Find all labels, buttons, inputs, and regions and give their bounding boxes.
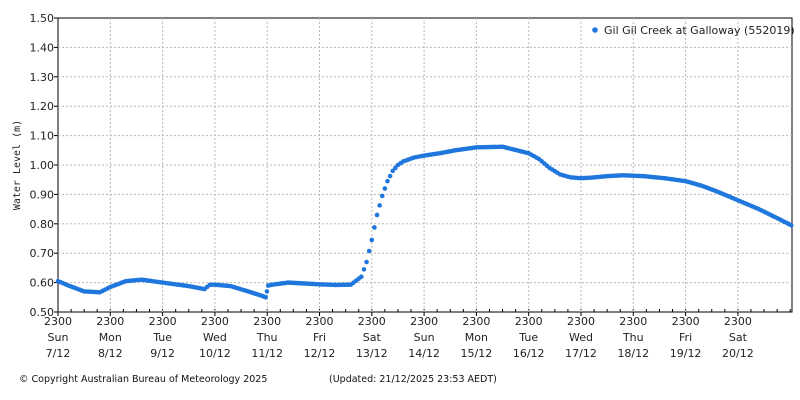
x-tick-label: 2300 (724, 315, 752, 328)
data-point (264, 289, 270, 294)
data-point (374, 212, 380, 218)
x-tick-label: 2300 (619, 315, 647, 328)
y-tick-label: 1.20 (30, 100, 55, 113)
y-tick-label: 0.70 (30, 247, 55, 260)
x-tick-label: Sat (363, 331, 382, 344)
plot-background (57, 17, 793, 313)
x-axis-ticks: 2300 Sun 7/12 2300 Mon 8/12 2300 Tue 9/12 2300 Wed… (44, 315, 754, 360)
updated-text: (Updated: 21/12/2025 23:53 AEDT) (329, 374, 497, 385)
data-point (390, 168, 396, 174)
y-tick-label: 1.10 (30, 130, 55, 143)
x-tick-label: Wed (569, 331, 593, 344)
x-tick-label: 13/12 (356, 347, 388, 360)
data-point (385, 178, 390, 184)
data-point (263, 295, 268, 300)
y-tick-label: 0.80 (30, 218, 55, 231)
y-tick-label: 1.40 (30, 41, 55, 54)
x-tick-label: 11/12 (251, 347, 283, 360)
x-tick-label: Sun (414, 331, 435, 344)
y-tick-label: 1.50 (30, 12, 55, 25)
grid-lines (54, 17, 792, 316)
x-tick-label: 2300 (306, 315, 334, 328)
data-point (788, 222, 794, 228)
data-point (377, 203, 382, 208)
x-tick-label: 15/12 (461, 347, 493, 360)
x-tick-label: 2300 (567, 315, 595, 328)
data-point (359, 274, 364, 280)
data-point (369, 237, 375, 243)
y-tick-label: 0.60 (30, 277, 55, 290)
x-tick-label: 2300 (672, 315, 700, 328)
y-tick-label: 1.00 (30, 159, 55, 172)
x-tick-label: 20/12 (722, 347, 754, 360)
data-point (364, 259, 369, 265)
x-tick-label: Mon (465, 331, 488, 344)
x-tick-label: 19/12 (670, 347, 702, 360)
x-tick-label: Sat (729, 331, 748, 344)
y-tick-label: 0.90 (30, 188, 55, 201)
x-tick-label: 12/12 (304, 347, 336, 360)
y-axis-label: Water Level (m) (12, 120, 23, 210)
x-tick-label: 2300 (515, 315, 543, 328)
x-tick-label: 10/12 (199, 347, 231, 360)
y-axis-ticks: 0.50 0.60 0.70 0.80 0.90 1.00 1.10 1.20 1.30 1.40… (30, 12, 55, 319)
x-tick-label: 2300 (410, 315, 438, 328)
x-tick-label: 2300 (44, 315, 72, 328)
x-tick-label: Tue (152, 331, 172, 344)
data-series (55, 144, 794, 300)
x-tick-label: 17/12 (565, 347, 597, 360)
y-tick-label: 1.30 (30, 71, 55, 84)
x-tick-label: 2300 (201, 315, 229, 328)
x-tick-label: 8/12 (98, 347, 123, 360)
data-point (382, 186, 388, 191)
data-point (372, 225, 377, 230)
x-tick-label: 2300 (96, 315, 124, 328)
data-point (393, 165, 398, 171)
x-tick-label: 2300 (149, 315, 177, 328)
data-point (379, 193, 385, 199)
data-point (366, 248, 372, 254)
x-tick-label: Tue (518, 331, 538, 344)
x-tick-label: Sun (48, 331, 69, 344)
legend-label: Gil Gil Creek at Galloway (552019) (604, 24, 795, 37)
copyright-text: © Copyright Australian Bureau of Meteoro… (19, 374, 268, 385)
legend: Gil Gil Creek at Galloway (552019) (592, 24, 795, 37)
x-tick-label: 2300 (358, 315, 386, 328)
x-tick-label: Fri (313, 331, 326, 344)
x-tick-label: 2300 (253, 315, 281, 328)
x-tick-label: 14/12 (408, 347, 440, 360)
legend-marker (592, 27, 598, 33)
x-tick-label: Mon (99, 331, 122, 344)
x-tick-label: Fri (679, 331, 692, 344)
x-tick-label: 9/12 (150, 347, 175, 360)
x-tick-label: Wed (203, 331, 227, 344)
x-tick-label: Thu (256, 331, 278, 344)
x-tick-label: Thu (622, 331, 644, 344)
data-point (387, 173, 393, 179)
x-tick-label: 16/12 (513, 347, 545, 360)
x-tick-label: 7/12 (46, 347, 71, 360)
data-point (361, 267, 367, 272)
x-tick-label: 18/12 (617, 347, 649, 360)
y-tick-label: 0.50 (30, 306, 55, 319)
x-tick-label: 2300 (462, 315, 490, 328)
